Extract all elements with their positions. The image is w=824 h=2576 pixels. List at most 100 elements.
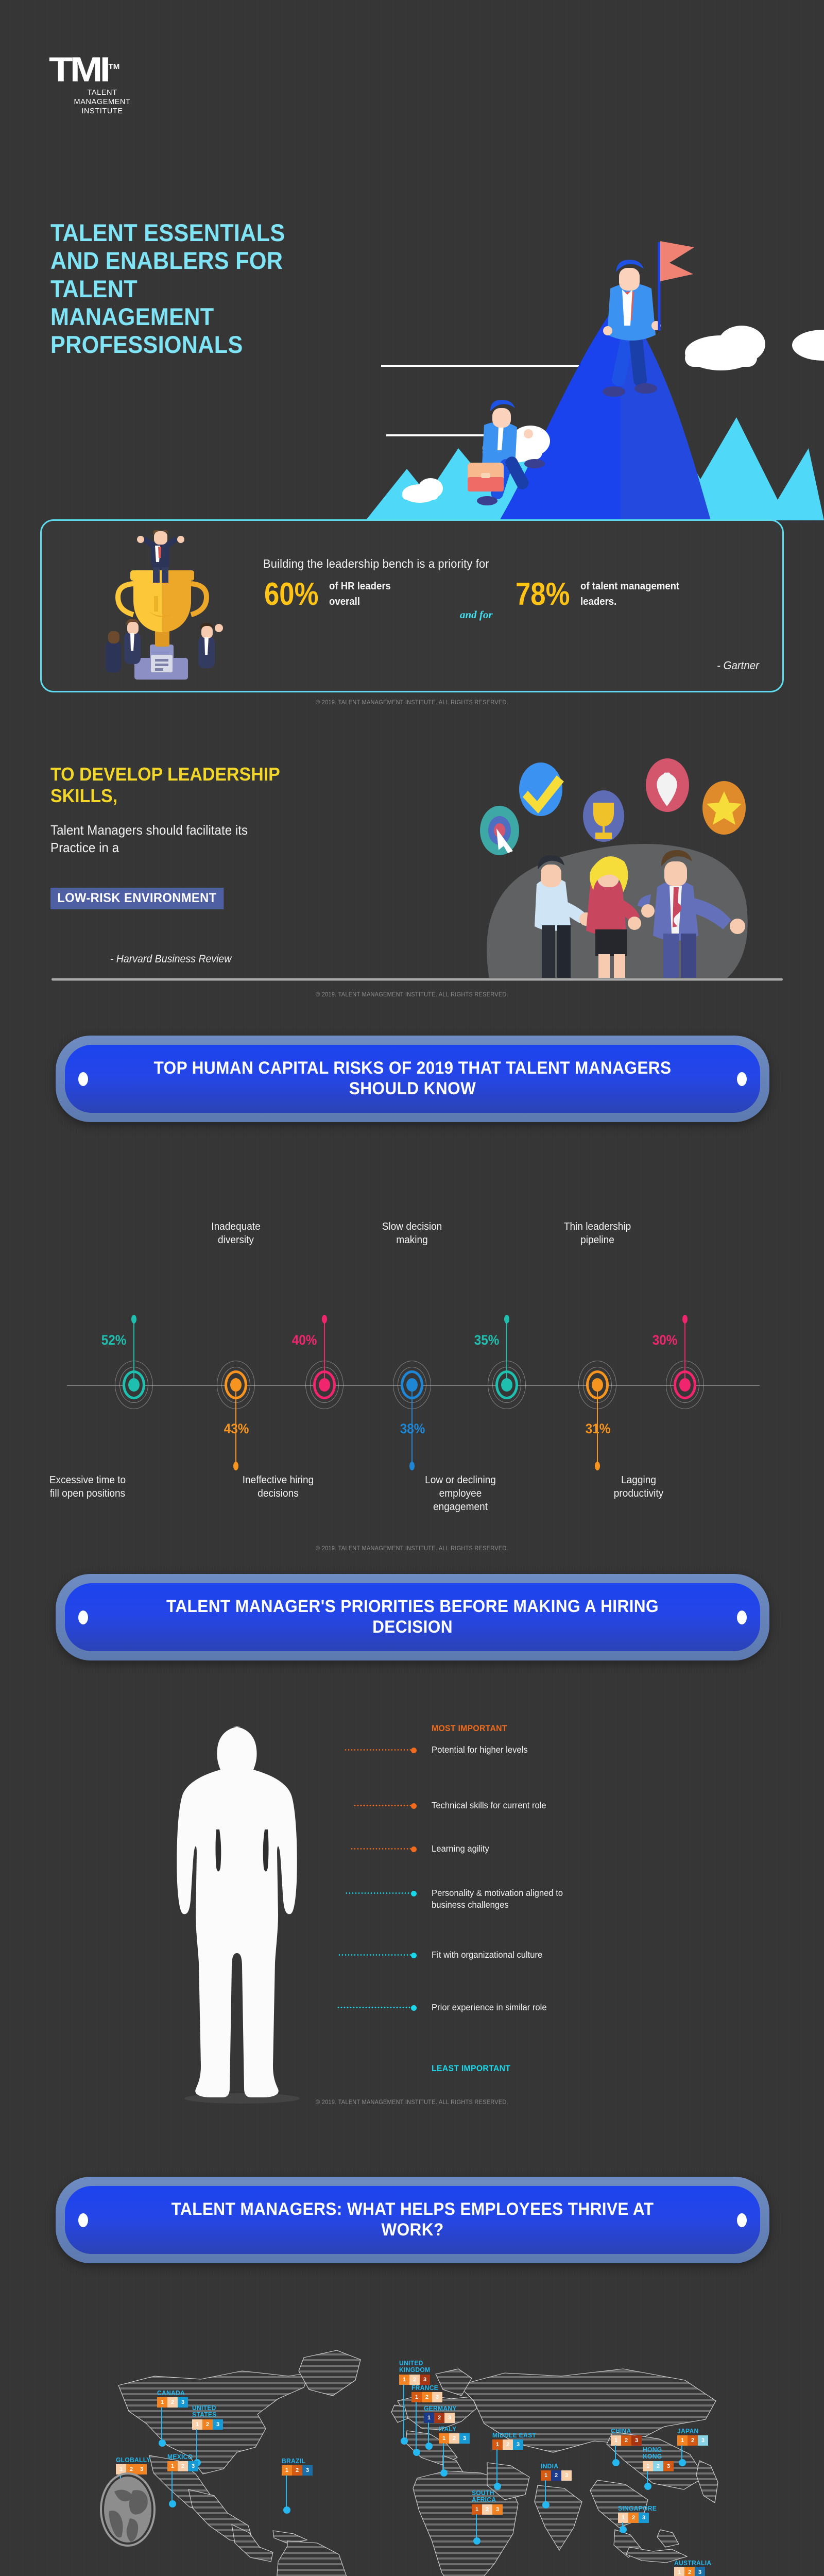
risk-value-label: 40% [291, 1332, 317, 1348]
priority-item: Personality & motivation aligned to busi… [432, 1888, 563, 1910]
map-rank-chip: 3 [663, 2461, 674, 2471]
hiring-priorities-list: MOST IMPORTANT Potential for higher leve… [337, 1723, 720, 2073]
map-marker: HONG KONG 1 2 3 [643, 2446, 674, 2471]
banner-priorities-title: TALENT MANAGER'S PRIORITIES BEFORE MAKIN… [166, 1597, 659, 1637]
map-marker: UNITED STATES 1 2 3 [192, 2404, 223, 2430]
map-marker: GLOBALLY 1 2 3 [116, 2456, 153, 2475]
copyright-3: © 2019. TALENT MANAGEMENT INSTITUTE. ALL… [316, 1546, 508, 1552]
banner-top-risks-title: TOP HUMAN CAPITAL RISKS OF 2019 THAT TAL… [153, 1058, 672, 1098]
map-country-label: BRAZIL [282, 2457, 306, 2465]
map-rank-chip: 2 [167, 2397, 178, 2408]
map-rank-chip: 3 [561, 2470, 572, 2481]
map-pin-icon [494, 2483, 501, 2490]
map-marker-stem [496, 2449, 497, 2486]
map-rank-chip: 3 [459, 2433, 470, 2444]
rivet-right-icon [737, 2213, 747, 2227]
stem-tip [322, 1315, 327, 1324]
logo-line-2: MANAGEMENT [74, 97, 131, 106]
map-marker-stem [647, 2471, 648, 2486]
stat-tm-leaders: 78% of talent management leaders. [516, 579, 687, 611]
map-pin-icon [401, 2437, 408, 2445]
map-rank-chip: 1 [282, 2465, 292, 2476]
map-rank-chip: 3 [420, 2374, 430, 2385]
stat-hr-line1: of HR leaders [329, 581, 391, 592]
leader-knob [411, 1890, 417, 1896]
logo-line-1: TALENT [87, 89, 117, 97]
priority-leader-line [353, 1803, 417, 1809]
map-rank-chip: 1 [411, 2392, 422, 2403]
trophy-illustration [106, 530, 223, 680]
map-marker: AUSTRALIA 1 2 3 [674, 2560, 714, 2576]
map-country-label: AUSTRALIA [674, 2559, 712, 2567]
map-rank-chip: 3 [639, 2513, 649, 2523]
map-country-label: UNITED KINGDOM [399, 2359, 431, 2374]
map-rank-chip: 2 [434, 2413, 444, 2424]
map-pin-icon [159, 2439, 166, 2447]
risk-value-label: 35% [474, 1332, 500, 1348]
map-rank-chip: 2 [503, 2439, 513, 2450]
map-pin-icon [679, 2459, 686, 2466]
node-dot [679, 1378, 691, 1392]
node-stem [131, 1315, 136, 1385]
node-dot [501, 1378, 512, 1392]
team-cheering-illustration [480, 758, 748, 979]
map-marker-stem [443, 2443, 444, 2473]
stat-connector: and for [460, 608, 493, 621]
gartner-stat-card: Building the leadership bench is a prior… [40, 519, 784, 692]
map-marker: CHINA 1 2 3 [611, 2428, 642, 2446]
world-map-graphic [118, 2350, 718, 2576]
map-rank-chip: 2 [292, 2465, 302, 2476]
copyright-2: © 2019. TALENT MANAGEMENT INSTITUTE. ALL… [316, 992, 508, 998]
map-rank-chip: 1 [116, 2464, 126, 2475]
stat-tm-text: of talent management leaders. [580, 579, 679, 610]
map-pin-icon [413, 2449, 420, 2456]
brand-logo: TMITM TALENT MANAGEMENT INSTITUTE [49, 52, 198, 116]
map-marker-stem [416, 2402, 417, 2452]
map-marker: MEXICO 1 2 3 [167, 2453, 198, 2472]
map-rank-chip: 1 [677, 2435, 688, 2446]
map-rank-chip: 1 [192, 2419, 202, 2430]
map-rank-chip: 3 [302, 2465, 313, 2476]
map-rank-chip: 2 [621, 2435, 631, 2446]
map-rank-chip: 3 [188, 2461, 198, 2472]
gartner-lead-text: Building the leadership bench is a prior… [263, 557, 489, 570]
stem-tip [131, 1315, 136, 1324]
stat-hr-leaders: 60% of HR leaders overall [264, 579, 396, 611]
map-country-label: HONG KONG [643, 2446, 662, 2461]
map-country-label: CHINA [611, 2427, 631, 2435]
node-stem [504, 1315, 509, 1385]
banner-top-risks: TOP HUMAN CAPITAL RISKS OF 2019 THAT TAL… [56, 1036, 769, 1122]
map-pin-icon [644, 2483, 651, 2490]
map-rank-chip: 2 [551, 2470, 561, 2481]
map-marker-stem [171, 2471, 173, 2504]
node-dot [319, 1378, 330, 1392]
stem-tip [409, 1462, 415, 1470]
map-rank-chip: 3 [492, 2504, 503, 2515]
stem-tip [233, 1462, 238, 1470]
stat-tm-number: 78% [516, 577, 570, 612]
map-rank-chip: 1 [618, 2513, 628, 2523]
map-pin-icon [473, 2537, 480, 2545]
map-marker: JAPAN 1 2 3 [677, 2428, 708, 2446]
logo-line-3: INSTITUTE [81, 107, 123, 115]
map-rank-chip: 2 [202, 2419, 213, 2430]
map-country-label: MIDDLE EAST [492, 2431, 537, 2439]
banner-priorities-inner: TALENT MANAGER'S PRIORITIES BEFORE MAKIN… [65, 1583, 760, 1651]
priority-leader-line [345, 1890, 417, 1896]
map-rank-chip: 2 [628, 2513, 639, 2523]
priority-leader-line [338, 1952, 417, 1958]
map-rank-chip: 3 [631, 2435, 642, 2446]
risk-category-label: Low or declining employee engagement [425, 1474, 496, 1513]
node-stem [233, 1385, 238, 1470]
priority-item: Prior experience in similar role [432, 2002, 547, 2012]
banner-priorities: TALENT MANAGER'S PRIORITIES BEFORE MAKIN… [56, 1574, 769, 1660]
priority-leader-line [337, 2005, 417, 2011]
banner-thrive-title: TALENT MANAGERS: WHAT HELPS EMPLOYEES TH… [171, 2199, 654, 2240]
